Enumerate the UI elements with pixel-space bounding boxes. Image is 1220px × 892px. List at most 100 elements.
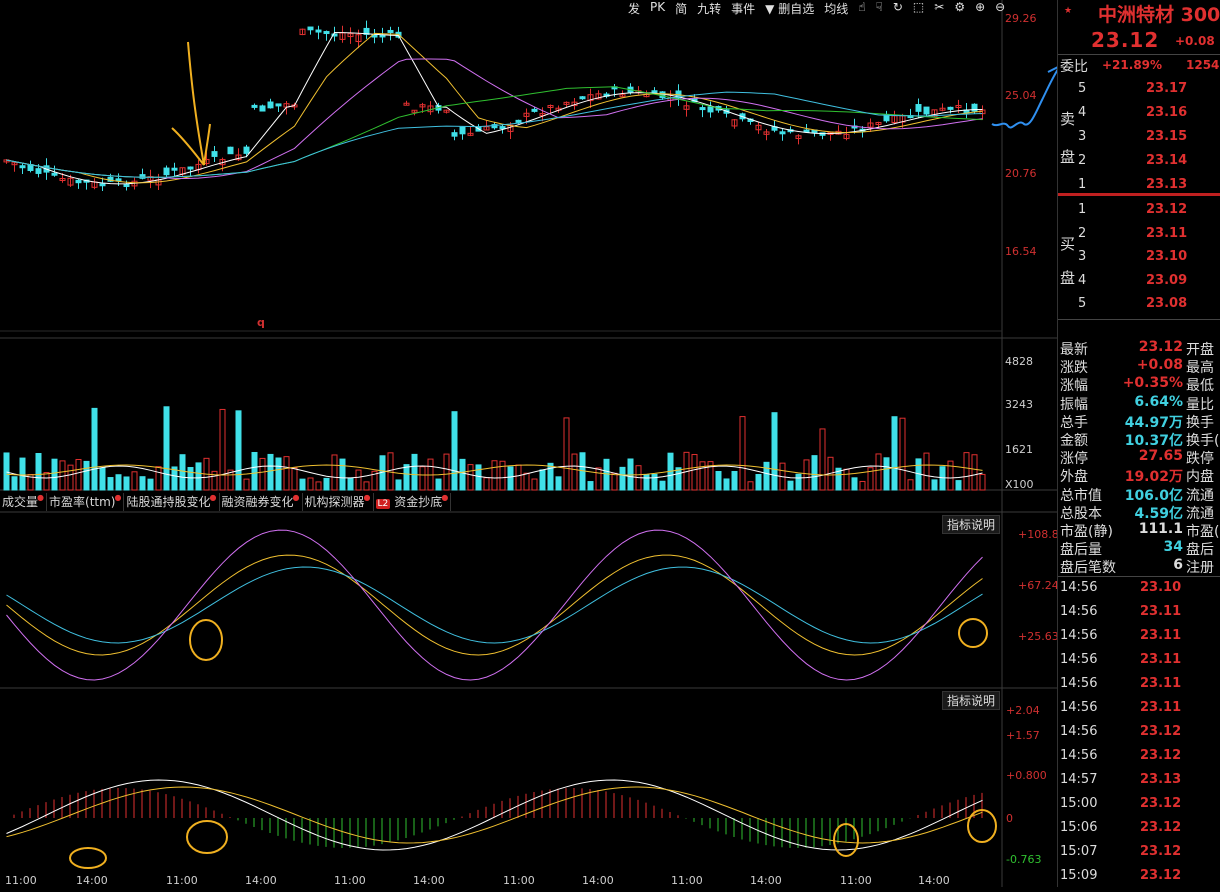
- indicator-tab[interactable]: 市盈率(ttm) ●: [47, 493, 125, 511]
- time-axis-label: 11:00: [840, 874, 872, 887]
- toolbar-button[interactable]: 九转: [697, 2, 722, 16]
- bid-level-index: 3: [1078, 249, 1087, 264]
- tick-time: 14:56: [1060, 724, 1098, 739]
- volume-bar: [755, 474, 762, 491]
- quote-stat-label: 最低: [1186, 378, 1214, 395]
- candle: [35, 168, 42, 174]
- chart-canvas[interactable]: [0, 0, 1057, 887]
- ask-level-index: 4: [1078, 105, 1087, 120]
- tab-dot: ●: [114, 493, 122, 502]
- volume-bar: [403, 464, 410, 491]
- volume-bar: [539, 469, 546, 491]
- time-axis-label: 11:00: [166, 874, 198, 887]
- volume-bar: [931, 479, 938, 491]
- crop-icon[interactable]: ⬚: [912, 0, 925, 14]
- indicator-tab[interactable]: 成交量 ●: [0, 493, 48, 511]
- volume-bar: [131, 471, 138, 491]
- time-axis-label: 14:00: [245, 874, 277, 887]
- tick-time: 15:07: [1060, 844, 1098, 859]
- toolbar-button[interactable]: ▼ 删自选: [765, 2, 815, 16]
- toolbar-button[interactable]: PK: [650, 0, 666, 14]
- volume-bar: [571, 453, 578, 491]
- volume-bar: [643, 474, 650, 491]
- indicator-explain-button[interactable]: 指标说明: [942, 691, 1001, 710]
- gear-icon[interactable]: ⚙: [954, 0, 966, 14]
- quote-stat-label: 外盘: [1060, 469, 1088, 486]
- candle: [315, 29, 322, 33]
- annotation-circle: [186, 820, 228, 854]
- zoom-in-icon[interactable]: ⊕: [975, 0, 986, 14]
- bid-level: 2 23.11: [1058, 223, 1220, 247]
- quote-stat: 金额 10.37亿 换手(: [1058, 430, 1220, 449]
- quote-stat-label: 最新: [1060, 342, 1088, 358]
- candle: [227, 146, 234, 155]
- quote-stat-label: 市盈(静): [1060, 524, 1113, 540]
- indicator-tab-label: 陆股通持股变化: [126, 495, 211, 509]
- hand-icon[interactable]: ☟: [875, 0, 883, 14]
- candle: [451, 132, 458, 137]
- kdj-d-line: [6, 566, 983, 644]
- hand-icon[interactable]: ☝: [858, 0, 866, 14]
- volume-bar: [331, 454, 338, 491]
- volume-bar: [299, 478, 306, 491]
- volume-bar: [67, 464, 74, 491]
- candle: [259, 105, 266, 112]
- star-icon[interactable]: ★: [1064, 6, 1073, 16]
- candle: [523, 112, 530, 117]
- toolbar-button[interactable]: 均线: [824, 2, 849, 16]
- volume-bar: [819, 428, 826, 491]
- toolbar-button[interactable]: 事件: [731, 2, 756, 16]
- volume-bar: [867, 467, 874, 491]
- chart-marker: q: [257, 316, 265, 329]
- candle: [923, 106, 930, 115]
- price-axis-label: 25.04: [1005, 89, 1037, 102]
- refresh-icon[interactable]: ↻: [892, 0, 903, 14]
- volume-bar: [355, 469, 362, 491]
- toolbar-button[interactable]: 发: [628, 2, 641, 16]
- quote-stat-value: 34: [1163, 539, 1183, 556]
- kdj-j-line: [6, 529, 983, 681]
- volume-bar: [443, 453, 450, 491]
- volume-bar: [323, 477, 330, 491]
- candle: [707, 106, 714, 113]
- candle: [867, 122, 874, 128]
- ask-price: 23.14: [1146, 153, 1188, 168]
- candle: [467, 132, 474, 136]
- candle: [731, 119, 738, 127]
- volume-bar: [675, 467, 682, 491]
- volume-bar: [107, 477, 114, 491]
- quote-stat-value: 23.12: [1138, 339, 1183, 355]
- candle: [275, 103, 282, 107]
- bid-level: 5 23.08: [1058, 293, 1220, 317]
- bid-level: 3 23.10: [1058, 246, 1220, 270]
- toolbar-button[interactable]: 简: [675, 2, 688, 16]
- indicator-explain-button[interactable]: 指标说明: [942, 515, 1001, 534]
- candle: [211, 151, 218, 157]
- tick-price: 23.11: [1140, 676, 1182, 691]
- volume-bar: [955, 480, 962, 491]
- indicator-tab[interactable]: 机构探测器 ●: [303, 493, 374, 511]
- candle: [59, 178, 66, 182]
- chart-toolbar: 发 PK 简九转 事件 ▼ 删自选 均线 ☝ ☟ ↻ ⬚ ✂ ⚙ ⊕ ⊖: [628, 0, 1005, 18]
- volume-bar: [611, 472, 618, 491]
- candle: [387, 29, 394, 33]
- indicator-tab[interactable]: L2 资金抄底 ●: [374, 493, 452, 511]
- zoom-out-icon[interactable]: ⊖: [995, 0, 1006, 14]
- sell-side-label: 卖: [1060, 110, 1076, 128]
- tick-row: 14:56 23.10: [1058, 580, 1220, 604]
- indicator-tab[interactable]: 陆股通持股变化 ●: [124, 493, 220, 511]
- volume-axis-label: 1621: [1005, 443, 1033, 456]
- volume-bar: [395, 479, 402, 491]
- volume-bar: [11, 476, 18, 491]
- indicator-tab[interactable]: 融资融券变化 ●: [220, 493, 303, 511]
- time-axis-label: 11:00: [503, 874, 535, 887]
- tick-row: 14:56 23.11: [1058, 604, 1220, 628]
- volume-bar: [347, 477, 354, 491]
- candle: [539, 113, 546, 117]
- volume-bar: [891, 416, 898, 491]
- tick-time: 15:09: [1060, 868, 1098, 883]
- volume-bar: [515, 464, 522, 491]
- scissors-icon[interactable]: ✂: [934, 0, 945, 14]
- quote-stat: 总股本 4.59亿 流通: [1058, 503, 1220, 522]
- tick-price: 23.11: [1140, 604, 1182, 619]
